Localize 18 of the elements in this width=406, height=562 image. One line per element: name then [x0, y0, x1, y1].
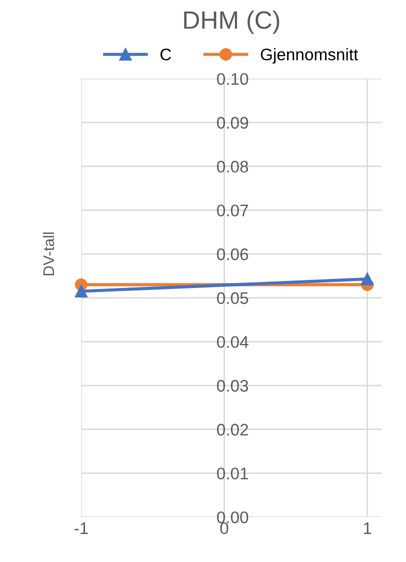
- y-tick-label: 0.00: [217, 511, 248, 524]
- y-tick-label: 0.05: [217, 292, 248, 304]
- y-tick-label: 0.01: [217, 468, 248, 480]
- x-tick-label: -1: [74, 522, 88, 534]
- y-tick-label: 0.03: [217, 380, 248, 392]
- y-tick-label: 0.08: [217, 160, 248, 173]
- y-tick-label: 0.07: [217, 204, 248, 216]
- y-tick-label: 0.09: [217, 116, 248, 129]
- x-tick-label: 0: [220, 522, 228, 534]
- y-axis-title: DV-tall: [42, 232, 54, 276]
- y-tick-label: 0.10: [217, 73, 248, 85]
- legend-label: C: [160, 48, 172, 60]
- y-tick-label: 0.04: [217, 336, 248, 348]
- chart-title: DHM (C): [184, 10, 280, 34]
- legend-label: Gjennomsnitt: [260, 48, 358, 64]
- y-tick-label: 0.02: [217, 424, 248, 436]
- y-tick-label: 0.06: [217, 248, 248, 260]
- x-tick-label: 1: [364, 522, 372, 534]
